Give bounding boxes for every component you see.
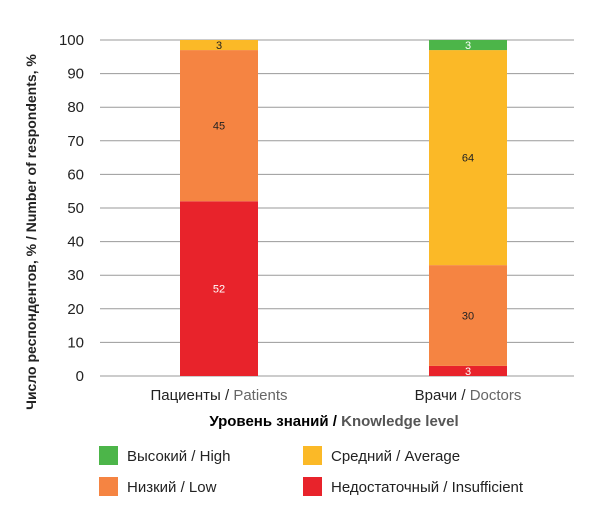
bar-segment [429,50,507,266]
y-tick-label: 100 [59,32,84,49]
x-tick-label-en: Patients [233,387,287,404]
bar-segment [180,50,258,202]
x-tick-label-ru: Врачи / [415,387,470,404]
y-tick-label: 80 [67,99,84,116]
x-tick-label-en: Doctors [470,387,522,404]
y-tick-label: 10 [67,334,84,351]
bar-segment [429,40,507,51]
x-axis-categories: Пациенты / Patients Врачи / Doctors [150,387,521,404]
data-label: 52 [213,284,225,296]
legend-label: Средний / Average [331,448,460,465]
bar-segment [429,265,507,366]
y-tick-label: 0 [76,368,84,385]
x-axis-label-en: Knowledge level [341,413,459,430]
data-label: 3 [465,366,471,378]
bar-segment [180,201,258,376]
data-label: 30 [462,311,474,323]
y-tick-label: 60 [67,166,84,183]
y-axis-ticks: 0 10 20 30 40 50 60 70 80 90 100 [59,32,84,385]
y-tick-label: 40 [67,234,84,251]
legend-label: Высокий / High [127,448,230,465]
x-tick-label: Пациенты / Patients [150,387,287,404]
bar-segment [180,40,258,51]
x-tick-label: Врачи / Doctors [415,387,522,404]
legend-swatch [303,446,322,465]
data-label: 64 [462,153,474,165]
x-axis-label: Уровень знаний / Knowledge level [209,413,458,430]
legend-label: Недостаточный / Insufficient [331,479,524,496]
legend-swatch [99,477,118,496]
legend-label: Низкий / Low [127,479,217,496]
legend-swatch [303,477,322,496]
bar-segment [429,365,507,376]
y-tick-label: 50 [67,200,84,217]
x-axis-label-ru: Уровень знаний / [209,413,341,430]
y-tick-label: 20 [67,301,84,318]
legend-swatch [99,446,118,465]
bars: 52 45 3 3 30 64 3 [180,40,507,378]
data-label: 45 [213,121,225,133]
y-tick-label: 90 [67,66,84,83]
legend: Высокий / High Средний / Average Низкий / … [99,446,524,496]
data-label: 3 [465,40,471,52]
data-label: 3 [216,40,222,52]
x-tick-label-ru: Пациенты / [150,387,233,404]
y-axis-label: Число респондентов, % / Number of respon… [23,54,39,410]
y-tick-label: 30 [67,267,84,284]
y-tick-label: 70 [67,133,84,150]
